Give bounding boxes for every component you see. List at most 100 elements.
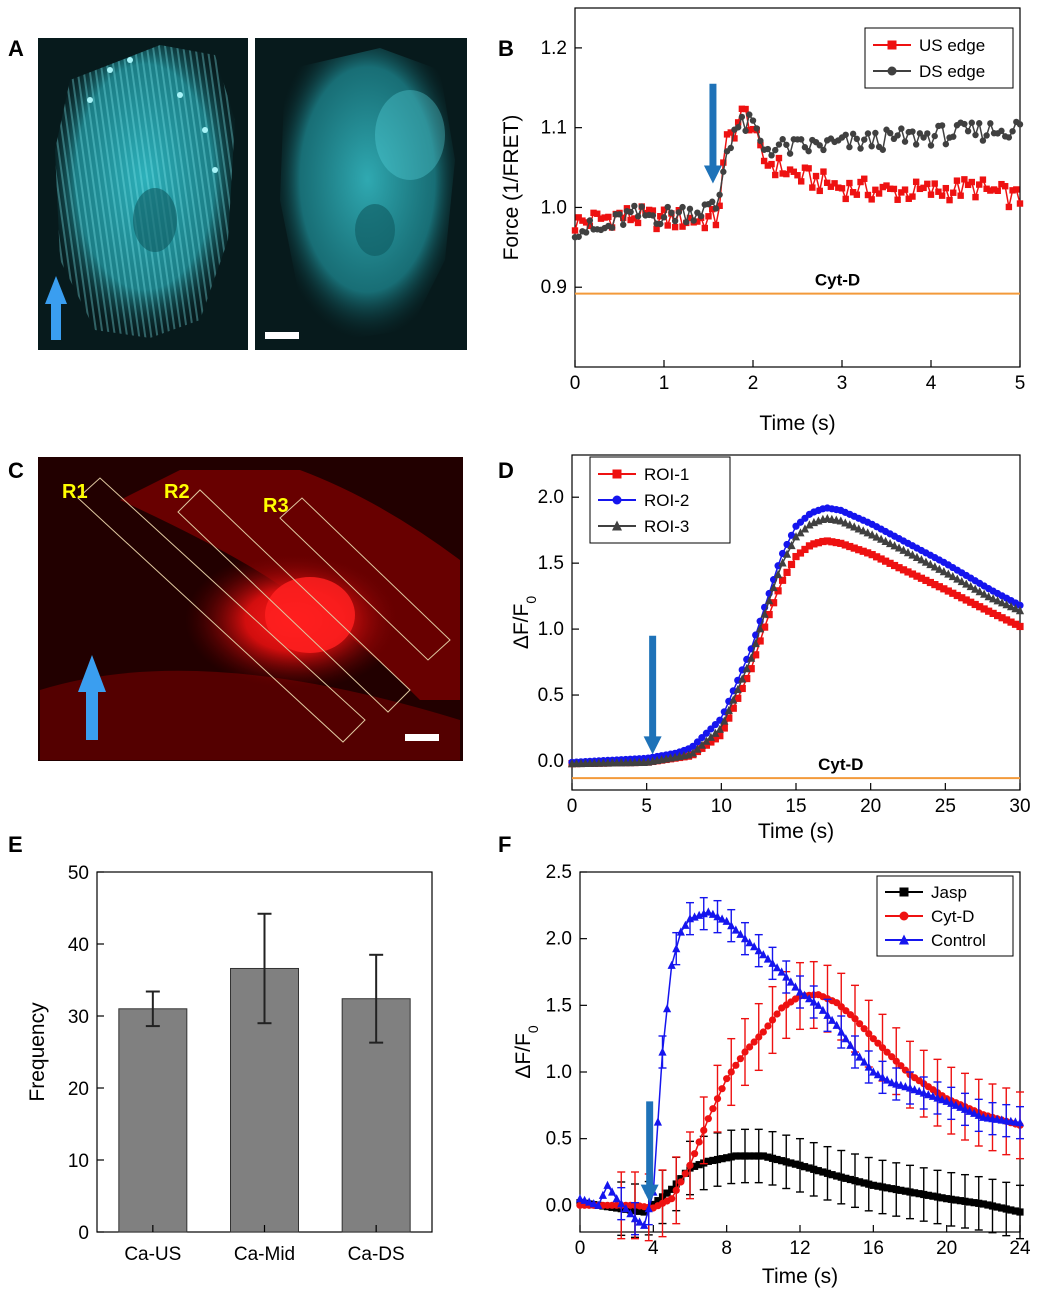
data-point bbox=[904, 568, 912, 576]
x-tick-label: 15 bbox=[785, 796, 806, 817]
data-point bbox=[660, 206, 668, 213]
data-point bbox=[756, 637, 764, 645]
data-point bbox=[1013, 186, 1020, 193]
data-point bbox=[950, 189, 957, 196]
data-point bbox=[783, 568, 791, 576]
data-point bbox=[987, 120, 994, 127]
data-point bbox=[700, 1126, 708, 1134]
legend-marker bbox=[887, 66, 897, 76]
data-point bbox=[875, 190, 883, 197]
down-arrow-icon bbox=[643, 635, 662, 755]
data-point bbox=[841, 541, 849, 549]
data-point bbox=[919, 1088, 928, 1097]
data-point bbox=[768, 1154, 777, 1162]
data-point bbox=[741, 1152, 749, 1160]
data-point bbox=[679, 223, 686, 230]
data-point bbox=[998, 180, 1005, 188]
data-point bbox=[768, 160, 775, 168]
data-point bbox=[725, 714, 733, 722]
data-point bbox=[823, 537, 831, 545]
y-tick-label: 2.5 bbox=[546, 862, 572, 883]
data-point bbox=[791, 982, 800, 991]
data-point bbox=[755, 1152, 763, 1160]
drug-label: Cyt-D bbox=[815, 271, 860, 290]
data-point bbox=[778, 558, 787, 567]
data-point bbox=[814, 539, 822, 547]
data-point bbox=[729, 695, 738, 704]
data-point bbox=[579, 217, 586, 224]
data-point bbox=[947, 1098, 956, 1107]
series-roi-2 bbox=[568, 504, 1024, 766]
data-point bbox=[851, 1015, 859, 1023]
data-point bbox=[589, 1199, 598, 1208]
data-point bbox=[901, 1082, 910, 1091]
data-point bbox=[634, 219, 642, 227]
data-point bbox=[736, 929, 745, 938]
data-point bbox=[887, 129, 894, 137]
data-point bbox=[695, 1161, 703, 1169]
data-point bbox=[935, 564, 944, 573]
data-point bbox=[644, 1204, 653, 1213]
data-point bbox=[930, 562, 939, 571]
data-point bbox=[998, 127, 1005, 135]
data-point bbox=[820, 168, 827, 175]
data-point bbox=[671, 223, 679, 231]
data-point bbox=[750, 1152, 758, 1160]
y-tick-label: 1.5 bbox=[546, 995, 572, 1016]
data-point bbox=[909, 193, 916, 200]
data-point bbox=[711, 720, 719, 729]
data-point bbox=[873, 1070, 883, 1079]
data-point bbox=[734, 119, 742, 126]
legend-marker bbox=[612, 520, 622, 531]
panel-label-a: A bbox=[8, 36, 24, 61]
panel-label-c: C bbox=[8, 458, 24, 483]
data-point bbox=[948, 571, 957, 581]
data-point bbox=[916, 185, 924, 193]
data-point bbox=[693, 744, 702, 753]
data-point bbox=[967, 598, 975, 606]
data-point bbox=[960, 1104, 970, 1113]
x-tick-label: 5 bbox=[1015, 373, 1026, 394]
data-point bbox=[890, 185, 898, 193]
error-bar bbox=[369, 953, 384, 1044]
data-point bbox=[713, 1155, 722, 1164]
x-tick-label: Ca-Mid bbox=[234, 1244, 295, 1265]
legend-marker bbox=[612, 469, 622, 479]
legend-label: ROI-1 bbox=[644, 465, 689, 484]
data-point bbox=[827, 1015, 837, 1024]
data-point bbox=[910, 1085, 919, 1094]
x-tick-label: 12 bbox=[789, 1238, 810, 1259]
x-tick-label: 0 bbox=[570, 373, 581, 394]
data-point bbox=[861, 136, 868, 143]
data-point bbox=[713, 1095, 722, 1103]
data-point bbox=[772, 963, 782, 972]
data-point bbox=[892, 1057, 900, 1065]
chart-f: 0 4 8 12 16 20 24 0.0 0.5 1.0 1.5 2.0 2.5 Jasp Cyt-D Co… bbox=[512, 862, 1031, 1288]
data-point bbox=[938, 122, 946, 129]
data-point bbox=[704, 1115, 712, 1123]
data-point bbox=[798, 178, 805, 185]
roi-box-3 bbox=[279, 497, 451, 661]
data-point bbox=[828, 1171, 836, 1179]
data-point bbox=[590, 209, 597, 217]
data-point bbox=[976, 120, 983, 127]
data-point bbox=[660, 214, 668, 221]
data-point bbox=[795, 987, 805, 996]
data-point bbox=[1002, 1205, 1010, 1213]
data-point bbox=[653, 1117, 663, 1126]
data-point bbox=[638, 203, 645, 210]
data-point bbox=[761, 623, 769, 631]
data-point bbox=[575, 1194, 585, 1203]
data-point bbox=[860, 1025, 868, 1033]
data-point bbox=[962, 596, 970, 604]
data-point bbox=[787, 531, 796, 539]
data-point bbox=[823, 1010, 832, 1019]
data-point bbox=[635, 1217, 644, 1226]
data-point bbox=[742, 105, 749, 113]
data-point bbox=[994, 187, 1001, 195]
data-point bbox=[853, 191, 861, 198]
data-point bbox=[944, 569, 953, 578]
data-point bbox=[940, 585, 948, 593]
legend-label: Cyt-D bbox=[931, 907, 974, 926]
data-point bbox=[965, 1198, 974, 1206]
